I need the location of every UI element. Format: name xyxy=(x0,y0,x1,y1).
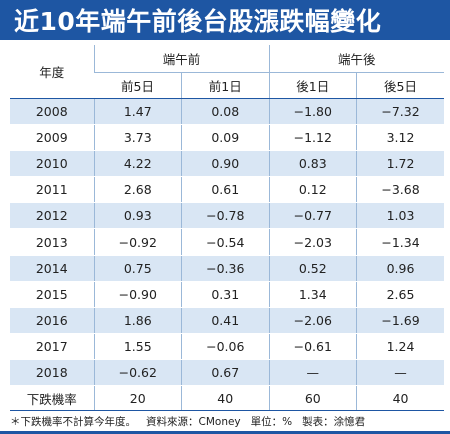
year-cell: 2009 xyxy=(10,124,94,152)
year-cell: 2018 xyxy=(10,359,94,387)
title-bar: 近10年端午前後台股漲跌幅變化 xyxy=(0,0,450,40)
value-cell: 0.93 xyxy=(93,202,182,230)
value-cell: — xyxy=(268,359,357,387)
summary-value: 60 xyxy=(268,385,357,412)
year-cell: 2012 xyxy=(10,202,94,230)
table-row: 2008 1.47 0.08 −1.80 −7.32 xyxy=(10,98,445,126)
value-cell: 0.75 xyxy=(93,255,182,282)
value-cell: −7.32 xyxy=(356,98,445,126)
footnote-note: ＊下跌機率不計算今年度。 xyxy=(10,416,136,428)
table-row: 2017 1.55 −0.06 −0.61 1.24 xyxy=(10,333,445,360)
footnote-maker: 製表：涂憶君 xyxy=(302,416,366,428)
value-cell: −0.77 xyxy=(268,202,357,230)
year-cell: 2014 xyxy=(10,255,94,282)
value-cell: — xyxy=(356,359,445,387)
table-row: 2013 −0.92 −0.54 −2.03 −1.34 xyxy=(10,228,445,256)
value-cell: −1.69 xyxy=(356,307,445,334)
value-cell: 1.86 xyxy=(93,307,182,334)
value-cell: 0.83 xyxy=(268,150,357,178)
table-row: 2011 2.68 0.61 0.12 −3.68 xyxy=(10,176,445,204)
group-header-before: 端午前 xyxy=(93,45,270,73)
value-cell: 0.52 xyxy=(268,255,357,282)
value-cell: 0.61 xyxy=(181,176,270,204)
summary-row: 下跌機率 20 40 60 40 xyxy=(10,385,445,412)
value-cell: −0.06 xyxy=(181,333,270,360)
footnote-unit: 單位：% xyxy=(250,416,293,428)
table-row: 2009 3.73 0.09 −1.12 3.12 xyxy=(10,124,445,152)
table-row: 2016 1.86 0.41 −2.06 −1.69 xyxy=(10,307,445,334)
value-cell: 0.09 xyxy=(181,124,270,152)
year-cell: 2016 xyxy=(10,307,94,334)
summary-value: 40 xyxy=(181,385,270,412)
table-row: 2010 4.22 0.90 0.83 1.72 xyxy=(10,150,445,178)
header-row-columns: 前5日 前1日 後1日 後5日 xyxy=(10,72,445,99)
value-cell: 1.55 xyxy=(93,333,182,360)
value-cell: −0.62 xyxy=(93,359,182,387)
value-cell: 1.47 xyxy=(93,98,182,126)
value-cell: 0.67 xyxy=(181,359,270,387)
value-cell: 0.96 xyxy=(356,255,445,282)
page-title: 近10年端午前後台股漲跌幅變化 xyxy=(14,7,382,36)
value-cell: 0.41 xyxy=(181,307,270,334)
table-row: 2015 −0.90 0.31 1.34 2.65 xyxy=(10,281,445,308)
value-cell: −1.34 xyxy=(356,228,445,256)
value-cell: 0.12 xyxy=(268,176,357,204)
value-cell: −1.12 xyxy=(268,124,357,152)
year-cell: 2011 xyxy=(10,176,94,204)
summary-label: 下跌機率 xyxy=(10,385,94,412)
footnote-source: 資料來源：CMoney xyxy=(146,416,241,428)
value-cell: −2.06 xyxy=(268,307,357,334)
value-cell: 1.03 xyxy=(356,202,445,230)
value-cell: −0.54 xyxy=(181,228,270,256)
column-header: 前5日 xyxy=(94,72,182,99)
summary-value: 40 xyxy=(356,385,445,412)
value-cell: 1.34 xyxy=(268,281,357,308)
year-cell: 2008 xyxy=(10,98,94,126)
value-cell: 0.90 xyxy=(181,150,270,178)
column-header: 後1日 xyxy=(268,72,357,99)
table-row: 2018 −0.62 0.67 — — xyxy=(10,359,445,387)
year-cell: 2010 xyxy=(10,150,94,178)
year-cell: 2015 xyxy=(10,281,94,308)
value-cell: −0.78 xyxy=(181,202,270,230)
value-cell: 2.65 xyxy=(356,281,445,308)
year-cell: 2017 xyxy=(10,333,94,360)
summary-value: 20 xyxy=(93,385,182,412)
year-cell: 2013 xyxy=(10,228,94,256)
value-cell: −3.68 xyxy=(356,176,445,204)
value-cell: −0.90 xyxy=(93,281,182,308)
value-cell: 3.73 xyxy=(93,124,182,152)
column-header: 後5日 xyxy=(356,72,445,99)
value-cell: −0.92 xyxy=(93,228,182,256)
year-header: 年度 xyxy=(10,45,94,99)
bottom-rule xyxy=(0,431,450,434)
value-cell: −0.36 xyxy=(181,255,270,282)
group-header-after: 端午後 xyxy=(268,45,445,73)
value-cell: 0.08 xyxy=(181,98,270,126)
value-cell: −2.03 xyxy=(268,228,357,256)
value-cell: 2.68 xyxy=(93,176,182,204)
value-cell: 1.72 xyxy=(356,150,445,178)
value-cell: −0.61 xyxy=(268,333,357,360)
column-header: 前1日 xyxy=(181,72,270,99)
value-cell: 3.12 xyxy=(356,124,445,152)
value-cell: 4.22 xyxy=(93,150,182,178)
value-cell: 1.24 xyxy=(356,333,445,360)
table-row: 2014 0.75 −0.36 0.52 0.96 xyxy=(10,255,445,282)
header-row-groups: 年度 端午前 端午後 xyxy=(10,45,445,99)
value-cell: −1.80 xyxy=(268,98,357,126)
value-cell: 0.31 xyxy=(181,281,270,308)
data-table: 年度 端午前 端午後 前5日 前1日 後1日 後5日 2008 1.47 0.0… xyxy=(10,45,445,412)
table-row: 2012 0.93 −0.78 −0.77 1.03 xyxy=(10,202,445,230)
footnote: ＊下跌機率不計算今年度。 資料來源：CMoney 單位：% 製表：涂憶君 xyxy=(10,414,446,429)
